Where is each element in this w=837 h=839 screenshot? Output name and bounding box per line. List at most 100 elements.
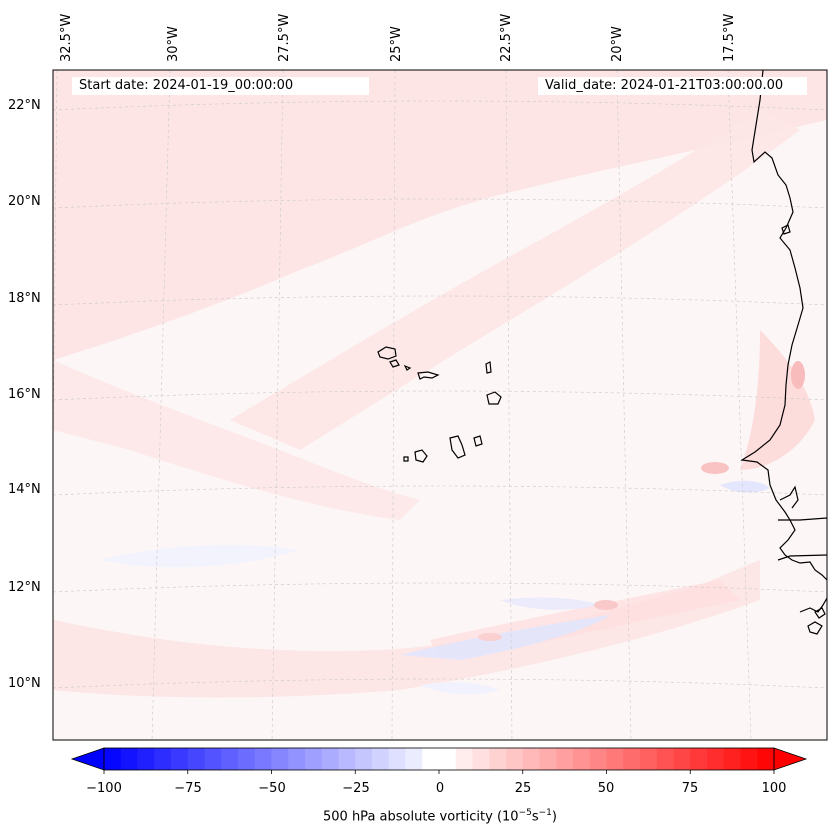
colorbar-cell — [539, 748, 557, 770]
africa-coast-indent-3 — [777, 554, 827, 561]
negative-vorticity-patch-1 — [400, 615, 610, 660]
colorbar-cell — [690, 748, 708, 770]
colorbar-cell — [573, 748, 591, 770]
negative-vorticity-patch-4 — [100, 544, 300, 568]
colorbar-cells — [104, 748, 775, 770]
island-santiago — [449, 435, 466, 459]
colorbar-cell — [640, 748, 658, 770]
colorbar-cell — [556, 748, 574, 770]
island-maio — [473, 435, 483, 447]
negative-vorticity-patch-3 — [720, 480, 770, 493]
colorbar-cell — [455, 748, 473, 770]
colorbar-tick-marks — [103, 770, 775, 774]
colorbar-cell — [489, 748, 507, 770]
colorbar-title-exp2: −1 — [538, 808, 552, 818]
valid-date-box: Valid_date: 2024-01-21T03:00:00.00 — [538, 77, 807, 95]
africa-coast-south — [799, 597, 827, 613]
island-sao-vicente — [389, 359, 400, 368]
colorbar-cell — [104, 748, 122, 770]
colorbar-cell — [740, 748, 758, 770]
colorbar-tick-label: −50 — [258, 781, 286, 796]
colorbar-title-mid: s — [531, 809, 539, 825]
colorbar-extend-max — [773, 747, 808, 771]
colorbar-tick-label: 25 — [514, 781, 532, 796]
colorbar-cell — [673, 748, 691, 770]
positive-vorticity-spot-4 — [791, 361, 805, 389]
colorbar-cell — [623, 748, 641, 770]
colorbar-tick-label: 50 — [597, 781, 615, 796]
vorticity-band-south — [53, 560, 760, 698]
coastline — [740, 70, 827, 635]
graticule-parallel-12n — [53, 582, 827, 593]
lon-label-20w: 20°W — [610, 26, 625, 62]
colorbar-cell — [171, 748, 189, 770]
colorbar-cell — [338, 748, 356, 770]
colorbar-cell — [204, 748, 222, 770]
graticule-meridian-30w — [151, 70, 171, 740]
colorbar-cell — [355, 748, 373, 770]
graticule-meridian-17-5w — [727, 70, 752, 740]
lat-label-10n: 10°N — [8, 676, 41, 691]
positive-vorticity-spot-3 — [478, 633, 502, 641]
colorbar-title-end: ) — [551, 809, 557, 825]
colorbar-cell — [372, 748, 390, 770]
colorbar-extend-min — [70, 747, 105, 771]
colorbar-cell — [439, 748, 457, 770]
island-fogo — [414, 449, 428, 463]
island-sal — [485, 361, 492, 374]
island-santo-antao — [377, 346, 397, 360]
island-boa-vista — [486, 391, 502, 405]
graticule-parallel-20n — [53, 198, 827, 209]
positive-vorticity-spot-2 — [594, 600, 618, 610]
colorbar-cell — [254, 748, 272, 770]
graticule-meridian-20w — [616, 70, 632, 740]
graticule-parallel-16n — [53, 390, 827, 401]
colorbar-cell — [321, 748, 339, 770]
graticule-meridian-27-5w — [271, 70, 284, 740]
colorbar-cell — [405, 748, 423, 770]
lon-label-32-5w: 32.5°W — [59, 13, 74, 62]
graticule — [53, 70, 827, 740]
lat-label-12n: 12°N — [8, 580, 41, 595]
colorbar-tick-label: 100 — [761, 781, 787, 796]
colorbar-cell — [388, 748, 406, 770]
colorbar-cell — [120, 748, 138, 770]
colorbar-cell — [606, 748, 624, 770]
negative-vorticity-patch-2 — [500, 597, 600, 610]
colorbar-cell — [288, 748, 306, 770]
colorbar-tick-label: 0 — [435, 781, 445, 796]
cape-verde-islands — [377, 346, 502, 463]
lon-label-25w: 25°W — [389, 26, 404, 62]
africa-coast-indent-2 — [778, 517, 827, 521]
colorbar-cell — [271, 748, 289, 770]
colorbar-cell — [723, 748, 741, 770]
coastal-island-2 — [814, 607, 826, 619]
colorbar-cell — [589, 748, 607, 770]
colorbar-title: 500 hPa absolute vorticity (10−5s−1) — [0, 808, 837, 824]
vorticity-band-north — [53, 70, 827, 360]
colorbar-cell — [187, 748, 205, 770]
graticule-meridian-25w — [391, 70, 396, 740]
map-frame — [52, 69, 828, 741]
africa-coastline — [740, 70, 827, 581]
lon-label-22-5w: 22.5°W — [499, 13, 514, 62]
vorticity-band-diagonal — [230, 110, 800, 450]
colorbar-cell — [154, 748, 172, 770]
colorbar-title-exp1: −5 — [518, 808, 532, 818]
colorbar-cell — [238, 748, 256, 770]
vorticity-band-west — [53, 360, 420, 520]
valid-date-text: Valid_date: 2024-01-21T03:00:00.00 — [545, 78, 784, 93]
graticule-parallel-10n — [53, 678, 827, 689]
colorbar-cell — [472, 748, 490, 770]
graticule-meridian-22-5w — [505, 70, 513, 740]
start-date-text: Start date: 2024-01-19_00:00:00 — [79, 78, 294, 93]
lat-label-18n: 18°N — [8, 291, 41, 306]
colorbar-cell — [305, 748, 323, 770]
colorbar-tick-label: −100 — [86, 781, 122, 796]
colorbar-cell — [506, 748, 524, 770]
coastal-island-1 — [807, 621, 823, 635]
vorticity-band-coastal — [740, 330, 815, 470]
positive-vorticity-spot-1 — [701, 462, 729, 474]
colorbar-cell — [137, 748, 155, 770]
negative-vorticity-patch-5 — [420, 682, 500, 695]
